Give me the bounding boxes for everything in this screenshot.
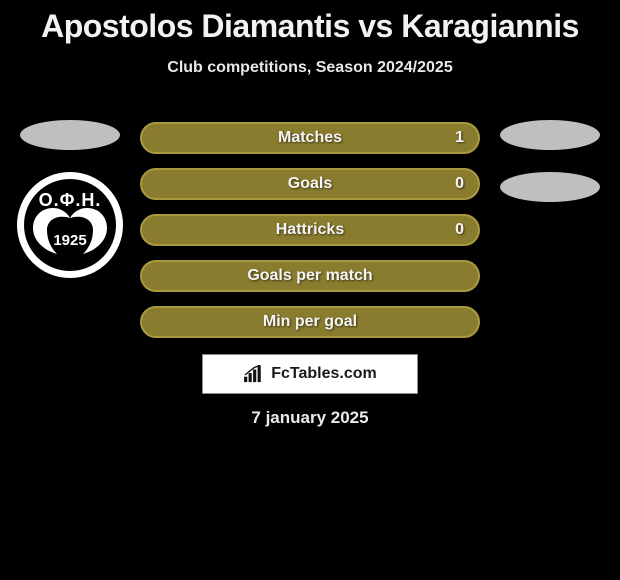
bar-chart-icon <box>243 365 265 383</box>
page-title: Apostolos Diamantis vs Karagiannis <box>0 0 620 45</box>
right-player-column <box>490 120 610 202</box>
club-badge-abbrev: Ο.Φ.Η. <box>39 190 102 211</box>
stat-row-goals-per-match: Goals per match <box>140 260 480 292</box>
stat-row-matches: Matches 1 <box>140 122 480 154</box>
stat-value-right: 0 <box>455 221 464 239</box>
club-badge: Ο.Φ.Η. 1925 <box>15 170 125 280</box>
player-placeholder-ellipse <box>20 120 120 150</box>
left-player-column: Ο.Φ.Η. 1925 <box>10 120 130 280</box>
stat-label: Matches <box>278 129 342 147</box>
stat-row-hattricks: Hattricks 0 <box>140 214 480 246</box>
player-placeholder-ellipse <box>500 172 600 202</box>
page-subtitle: Club competitions, Season 2024/2025 <box>0 59 620 77</box>
stat-label: Hattricks <box>276 221 344 239</box>
stat-label: Goals <box>288 175 332 193</box>
stat-label: Min per goal <box>263 313 357 331</box>
branding-text: FcTables.com <box>271 365 377 383</box>
club-badge-year: 1925 <box>53 232 86 249</box>
stat-label: Goals per match <box>247 267 372 285</box>
date-text: 7 january 2025 <box>0 408 620 428</box>
stat-value-right: 0 <box>455 175 464 193</box>
stat-row-min-per-goal: Min per goal <box>140 306 480 338</box>
stat-value-right: 1 <box>455 129 464 147</box>
stats-rows: Matches 1 Goals 0 Hattricks 0 Goals per … <box>140 122 480 352</box>
player-placeholder-ellipse <box>500 120 600 150</box>
stat-row-goals: Goals 0 <box>140 168 480 200</box>
branding-box[interactable]: FcTables.com <box>202 354 418 394</box>
